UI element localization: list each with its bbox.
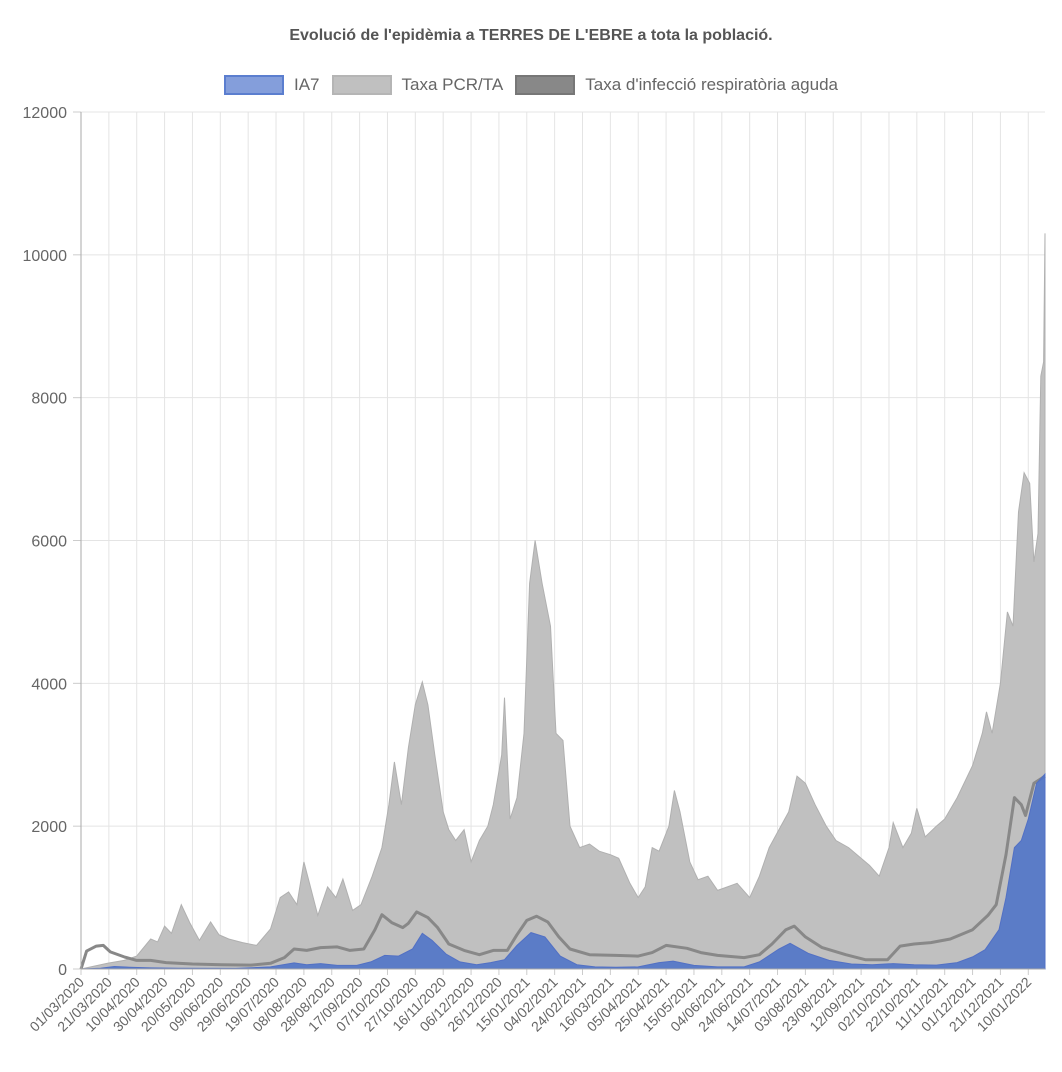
legend-label-ia7: IA7 — [294, 75, 320, 94]
y-tick-label: 0 — [58, 962, 67, 979]
legend-label-taxa-pcr: Taxa PCR/TA — [401, 75, 504, 94]
series-line-taxa-ira — [79, 774, 1046, 970]
y-tick-label: 2000 — [31, 819, 67, 836]
y-axis-ticks: 0 2000 4000 6000 8000 10000 12000 — [23, 105, 68, 979]
legend-swatch-ia7 — [224, 75, 284, 95]
chart-legend: IA7 Taxa PCR/TA Taxa d'infecció respirat… — [0, 75, 1062, 95]
legend-item-taxa-ira[interactable]: Taxa d'infecció respiratòria aguda — [515, 75, 838, 95]
series-area-ia7 — [80, 772, 1046, 970]
y-tick-label: 6000 — [31, 534, 67, 551]
legend-swatch-taxa-ira — [515, 75, 576, 95]
y-tick-label: 8000 — [31, 391, 67, 408]
y-tick-label: 10000 — [23, 248, 68, 265]
x-axis-ticks: 01/03/202021/03/202010/04/202030/04/2020… — [26, 974, 1034, 1035]
legend-swatch-taxa-pcr — [331, 75, 392, 95]
legend-item-taxa-pcr[interactable]: Taxa PCR/TA — [331, 75, 504, 95]
axes — [80, 112, 1045, 970]
chart-title: Evolució de l'epidèmia a TERRES DE L'EBR… — [289, 27, 773, 44]
y-tick-label: 12000 — [23, 105, 68, 122]
legend-item-ia7[interactable]: IA7 — [224, 75, 320, 95]
series-area-taxa-pcr — [80, 233, 1046, 970]
series-areas — [79, 233, 1046, 970]
y-tick-label: 4000 — [31, 676, 67, 693]
legend-label-taxa-ira: Taxa d'infecció respiratòria aguda — [585, 75, 838, 94]
